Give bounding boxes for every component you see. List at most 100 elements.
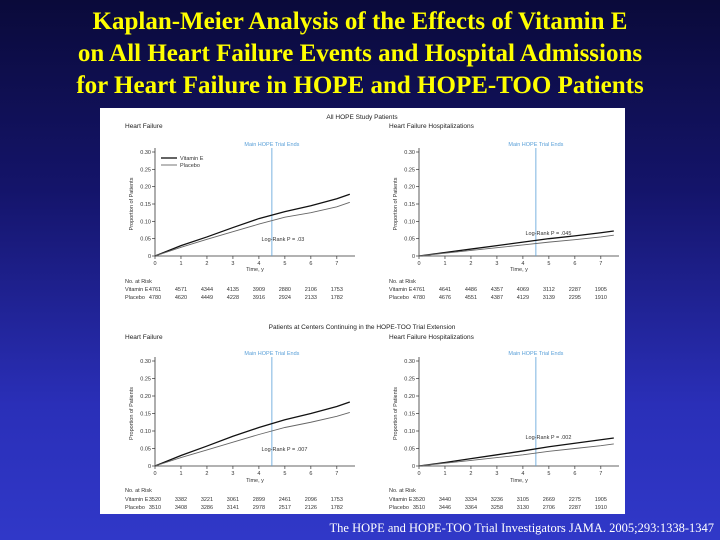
panel-3-xlabel: Time, y bbox=[246, 478, 264, 484]
panel-1-at-risk-count: 1782 bbox=[331, 295, 343, 301]
panel-2-ytick-label-6: 0.30 bbox=[404, 150, 415, 156]
panel-2-xtick-label-3: 3 bbox=[495, 261, 498, 267]
panel-4-ytick-label-1: 0.05 bbox=[404, 447, 415, 453]
panel-4-at-risk-count: 3334 bbox=[465, 497, 477, 503]
citation: The HOPE and HOPE-TOO Trial Investigator… bbox=[329, 521, 714, 535]
panel-4-ytick-label-5: 0.25 bbox=[404, 377, 415, 383]
panel-2-at-risk-count: 2287 bbox=[569, 287, 581, 293]
panel-3-trial-end-label: Main HOPE Trial Ends bbox=[244, 351, 299, 357]
panel-4-at-risk-count: 2706 bbox=[543, 505, 555, 511]
panel-2-ytick-label-5: 0.25 bbox=[404, 167, 415, 173]
panel-2-xtick-label-7: 7 bbox=[599, 261, 602, 267]
panel-1-xtick-label-7: 7 bbox=[335, 261, 338, 267]
panel-3-xtick-label-6: 6 bbox=[309, 471, 312, 477]
panel-1-ylabel: Proportion of Patients bbox=[129, 177, 135, 230]
title-line-1: Kaplan-Meier Analysis of the Effects of … bbox=[92, 8, 628, 35]
panel-1-series-placebo bbox=[154, 201, 350, 257]
panel-4-at-risk-count: 3440 bbox=[439, 497, 451, 503]
panel-2-at-risk-count: 1905 bbox=[595, 287, 607, 293]
panel-1-ytick-label-3: 0.15 bbox=[140, 202, 151, 208]
panel-1-series-vitamin-e bbox=[154, 193, 351, 257]
panel-3-xtick-label-4: 4 bbox=[257, 471, 260, 477]
panel-2-at-risk-count: 4641 bbox=[439, 287, 451, 293]
title-line-3: for Heart Failure in HOPE and HOPE-TOO P… bbox=[76, 72, 644, 99]
panel-4-at-risk-count: 1910 bbox=[595, 505, 607, 511]
panel-2-at-risk-label: No. at Risk bbox=[389, 279, 416, 285]
panel-3-at-risk-count: 1782 bbox=[331, 505, 343, 511]
panel-4-at-risk-count: 3510 bbox=[413, 505, 425, 511]
panel-4-xtick-label-7: 7 bbox=[599, 471, 602, 477]
panel-3-at-risk-group-2: Placebo bbox=[125, 505, 145, 511]
panel-4-ytick-label-4: 0.20 bbox=[404, 394, 415, 400]
panel-3-at-risk-count: 3382 bbox=[175, 497, 187, 503]
panel-3-log-rank: Log-Rank P = .007 bbox=[261, 447, 307, 453]
title-line-2: on All Heart Failure Events and Hospital… bbox=[77, 40, 643, 67]
panel-1-legend-label-vitamin-e: Vitamin E bbox=[180, 156, 204, 162]
panel-4-xtick-label-5: 5 bbox=[547, 471, 550, 477]
panel-2-at-risk-count: 4551 bbox=[465, 295, 477, 301]
panel-2-at-risk-count: 3112 bbox=[543, 287, 555, 293]
panel-1-at-risk-count: 2106 bbox=[305, 287, 317, 293]
panel-1-at-risk-count: 3909 bbox=[253, 287, 265, 293]
panel-2-xtick-label-1: 1 bbox=[443, 261, 446, 267]
panel-4-at-risk-count: 3258 bbox=[491, 505, 503, 511]
panel-3-at-risk-group-1: Vitamin E bbox=[125, 497, 149, 503]
panel-4-at-risk-count: 3364 bbox=[465, 505, 477, 511]
panel-2-series-placebo bbox=[418, 234, 614, 257]
panel-2-ytick-label-0: 0 bbox=[412, 254, 415, 260]
panel-3-at-risk-count: 2899 bbox=[253, 497, 265, 503]
section-title-hope-too: Patients at Centers Continuing in the HO… bbox=[269, 324, 456, 331]
panel-3-at-risk-count: 3141 bbox=[227, 505, 239, 511]
panel-1-at-risk-count: 4571 bbox=[175, 287, 187, 293]
panel-3-xtick-label-2: 2 bbox=[205, 471, 208, 477]
panel-4-at-risk-group-1: Vitamin E bbox=[389, 497, 413, 503]
panel-3-at-risk-count: 1753 bbox=[331, 497, 343, 503]
panel-4-series-placebo bbox=[418, 443, 614, 467]
panel-4-at-risk-group-2: Placebo bbox=[389, 505, 409, 511]
panel-2-at-risk-count: 4486 bbox=[465, 287, 477, 293]
panel-2-at-risk-count: 4357 bbox=[491, 287, 503, 293]
panel-2-ytick-label-4: 0.20 bbox=[404, 185, 415, 191]
panel-4-at-risk-count: 2287 bbox=[569, 505, 581, 511]
panel-3-xtick-label-7: 7 bbox=[335, 471, 338, 477]
panel-1-at-risk-count: 4780 bbox=[149, 295, 161, 301]
section-title-all: All HOPE Study Patients bbox=[326, 114, 398, 121]
panel-3-at-risk-count: 3286 bbox=[201, 505, 213, 511]
panel-2-at-risk-count: 4761 bbox=[413, 287, 425, 293]
panel-4-xlabel: Time, y bbox=[510, 478, 528, 484]
panel-1-at-risk-count: 4449 bbox=[201, 295, 213, 301]
panel-1-xtick-label-0: 0 bbox=[153, 261, 156, 267]
panel-1-at-risk-count: 2880 bbox=[279, 287, 291, 293]
panel-3-xtick-label-3: 3 bbox=[231, 471, 234, 477]
panel-4-series-vitamin-e bbox=[418, 437, 614, 467]
panel-3-xtick-label-1: 1 bbox=[179, 471, 182, 477]
panel-3-at-risk-count: 3061 bbox=[227, 497, 239, 503]
panel-4-xtick-label-0: 0 bbox=[417, 471, 420, 477]
km-figure: All HOPE Study Patients Patients at Cente… bbox=[100, 108, 625, 514]
panel-1-ytick-label-2: 0.10 bbox=[140, 219, 151, 225]
panel-3-at-risk-label: No. at Risk bbox=[125, 488, 152, 494]
panel-4-at-risk-count: 2669 bbox=[543, 497, 555, 503]
panel-3-ytick-label-5: 0.25 bbox=[140, 377, 151, 383]
panel-1-trial-end-label: Main HOPE Trial Ends bbox=[244, 142, 299, 148]
panel-4-ytick-label-0: 0 bbox=[412, 464, 415, 470]
slide-title: Kaplan-Meier Analysis of the Effects of … bbox=[0, 6, 720, 102]
panel-2-series-vitamin-e bbox=[418, 230, 614, 257]
panel-1-at-risk-count: 4135 bbox=[227, 287, 239, 293]
panel-1-xtick-label-3: 3 bbox=[231, 261, 234, 267]
panel-4-xtick-label-6: 6 bbox=[573, 471, 576, 477]
panel-4-at-risk-count: 1905 bbox=[595, 497, 607, 503]
panel-4-ytick-label-3: 0.15 bbox=[404, 412, 415, 418]
panel-4-at-risk-label: No. at Risk bbox=[389, 488, 416, 494]
panel-4-title: Heart Failure Hospitalizations bbox=[389, 334, 475, 341]
panel-4-ytick-label-2: 0.10 bbox=[404, 429, 415, 435]
panel-3-ytick-label-3: 0.15 bbox=[140, 412, 151, 418]
panel-1-ytick-label-4: 0.20 bbox=[140, 185, 151, 191]
panel-3-ytick-label-4: 0.20 bbox=[140, 394, 151, 400]
panel-1-title: Heart Failure bbox=[125, 123, 163, 130]
panel-1-at-risk-count: 4228 bbox=[227, 295, 239, 301]
panel-3-at-risk-count: 2517 bbox=[279, 505, 291, 511]
panel-4-xtick-label-3: 3 bbox=[495, 471, 498, 477]
panel-3-ytick-label-2: 0.10 bbox=[140, 429, 151, 435]
panel-4-ytick-label-6: 0.30 bbox=[404, 359, 415, 365]
